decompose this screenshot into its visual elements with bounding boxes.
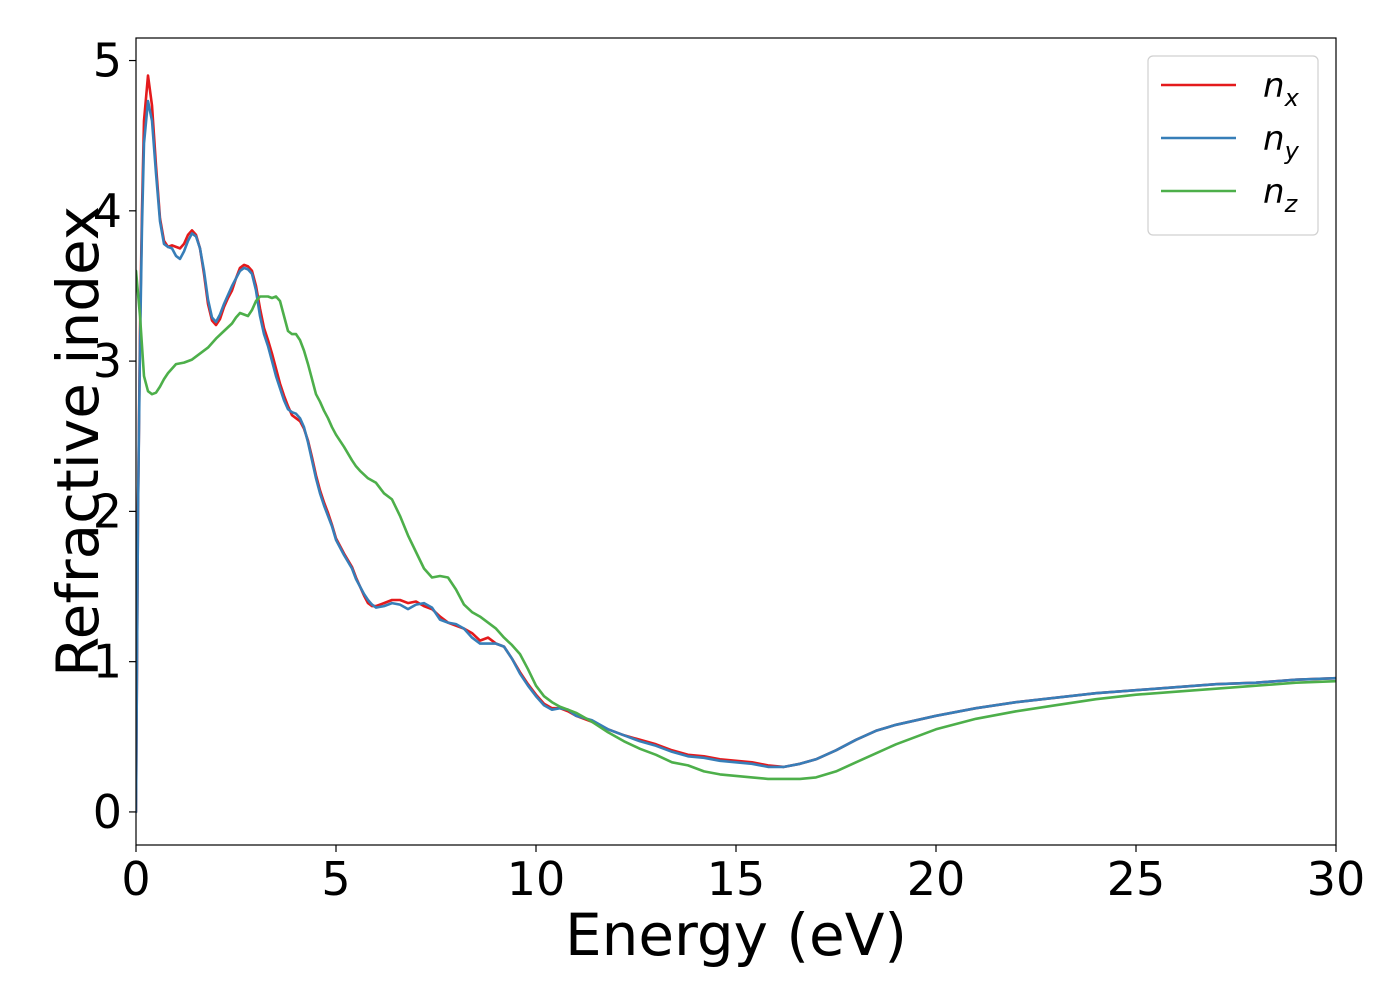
x-tick-label: 25 — [1107, 852, 1166, 906]
x-tick-label: 0 — [121, 852, 150, 906]
x-tick-label: 30 — [1307, 852, 1366, 906]
y-tick-label: 0 — [93, 785, 122, 839]
y-tick-label: 2 — [93, 484, 122, 538]
y-axis: 0 1 2 3 4 5 — [93, 34, 136, 839]
y-tick-label: 5 — [93, 34, 122, 88]
y-tick-label: 3 — [93, 334, 122, 388]
x-axis: 0 5 10 15 20 25 30 — [121, 845, 1365, 906]
y-tick-label: 4 — [93, 184, 122, 238]
series-layer — [136, 74, 1336, 814]
x-axis-title: Energy (eV) — [565, 901, 907, 969]
x-tick-label: 5 — [321, 852, 350, 906]
x-tick-label: 15 — [707, 852, 766, 906]
y-tick-label: 1 — [93, 635, 122, 689]
series-line-ny — [136, 99, 1336, 814]
series-line-nz — [136, 269, 1336, 781]
y-axis-title: Refractive index — [44, 206, 112, 677]
x-tick-label: 10 — [507, 852, 566, 906]
x-tick-label: 20 — [907, 852, 966, 906]
